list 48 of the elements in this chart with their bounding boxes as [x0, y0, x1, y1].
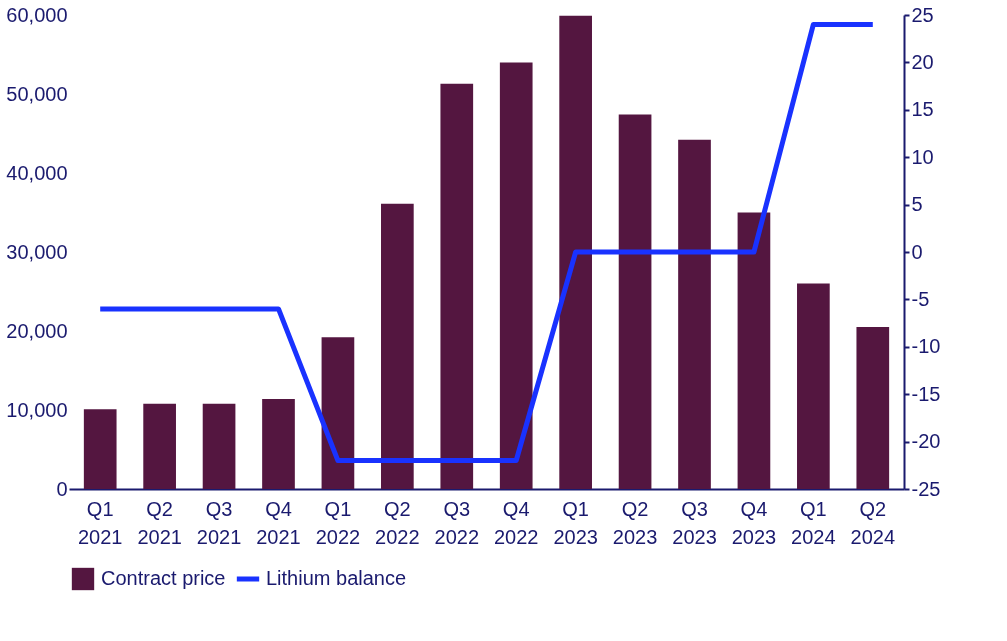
y-tick-label: 50,000 [6, 82, 68, 105]
x-tick-label: Q2 2021 [137, 497, 182, 548]
bar [678, 139, 711, 489]
x-tick-label: Q2 2023 [612, 497, 658, 548]
x-tick-label: Q3 2023 [672, 497, 717, 548]
y-tick-label: 60,000 [6, 3, 68, 26]
y-tick-label: 30,000 [6, 240, 68, 263]
bar [797, 283, 830, 489]
legend-label: Lithium balance [266, 567, 407, 589]
y2-tick-label: 20 [911, 50, 934, 73]
y-tick-label: 10,000 [6, 398, 68, 421]
x-tick-label: Q2 2022 [375, 497, 420, 548]
bar [559, 15, 592, 489]
bar [381, 203, 414, 489]
bar [321, 337, 355, 489]
x-tick-label: Q1 2023 [553, 497, 598, 548]
x-tick-label: Q2 2024 [850, 497, 896, 548]
x-tick-label: Q3 2022 [434, 497, 480, 548]
bar [737, 212, 771, 489]
y2-tick-label: -25 [911, 477, 941, 500]
y2-tick-label: 5 [911, 193, 923, 216]
bar [440, 83, 474, 489]
bar [143, 403, 176, 489]
x-tick-label: Q4 2022 [493, 497, 539, 548]
x-tick-label: Q3 2021 [196, 497, 242, 548]
y-tick-label: 0 [56, 477, 68, 500]
x-tick-label: Q1 2021 [77, 497, 123, 548]
y2-tick-label: 15 [911, 98, 934, 121]
y2-tick-label: -5 [911, 287, 930, 310]
x-tick-label: Q4 2021 [256, 497, 301, 548]
y2-tick-label: -20 [911, 430, 941, 453]
bar [262, 398, 295, 489]
bar [202, 403, 236, 489]
y2-tick-label: -10 [911, 335, 941, 358]
y2-tick-label: 10 [911, 145, 934, 168]
x-tick-label: Q4 2023 [731, 497, 777, 548]
y-tick-label: 20,000 [6, 319, 68, 342]
y2-tick-label: 0 [911, 240, 923, 263]
legend-label: Contract price [101, 567, 226, 589]
x-tick-label: Q1 2022 [315, 497, 361, 548]
bar [618, 114, 652, 489]
bar [856, 327, 890, 489]
bar [499, 62, 533, 489]
bar [83, 409, 117, 489]
y-tick-label: 40,000 [6, 161, 68, 184]
y2-tick-label: -15 [911, 382, 941, 405]
y2-tick-label: 25 [911, 3, 934, 26]
x-tick-label: Q1 2024 [791, 497, 836, 548]
